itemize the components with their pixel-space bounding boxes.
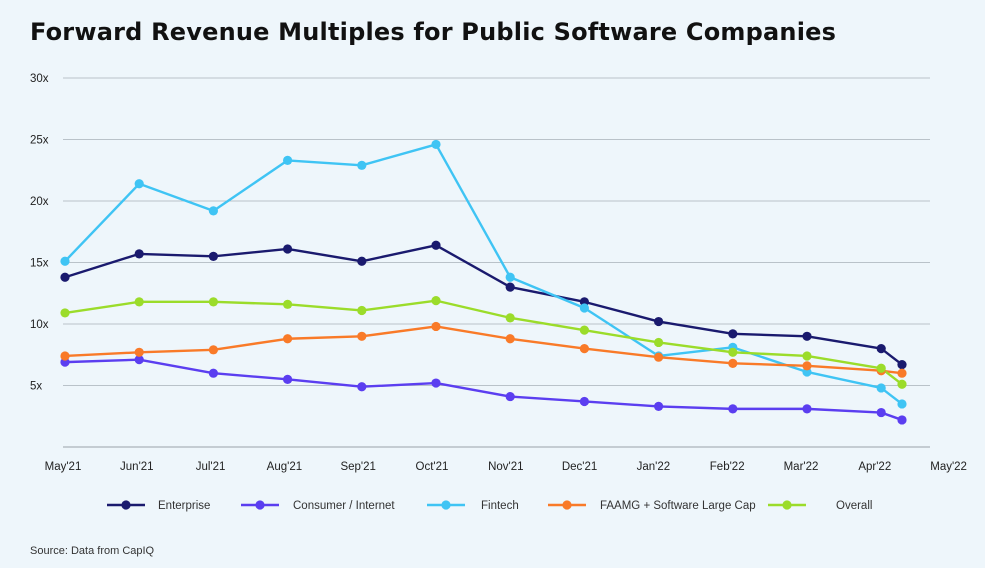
data-point — [802, 332, 811, 341]
data-point — [209, 369, 218, 378]
data-point — [209, 206, 218, 215]
data-point — [431, 296, 440, 305]
legend-swatch-marker — [441, 500, 450, 509]
data-point — [431, 140, 440, 149]
data-point — [431, 322, 440, 331]
data-point — [357, 161, 366, 170]
data-point — [580, 397, 589, 406]
data-point — [877, 344, 886, 353]
data-point — [357, 306, 366, 315]
data-point — [877, 383, 886, 392]
x-tick-label: Apr'22 — [858, 461, 891, 473]
y-tick-label: 30x — [30, 73, 49, 85]
x-tick-label: Feb'22 — [710, 461, 745, 473]
y-tick-label: 20x — [30, 196, 49, 208]
data-point — [580, 344, 589, 353]
x-tick-label: Oct'21 — [416, 461, 449, 473]
legend-label: Consumer / Internet — [293, 500, 395, 512]
legend-label: FAAMG + Software Large Cap — [600, 500, 756, 512]
data-point — [283, 334, 292, 343]
x-tick-label: Aug'21 — [267, 461, 302, 473]
source-note: Source: Data from CapIQ — [30, 545, 154, 557]
x-tick-label: Mar'22 — [784, 461, 819, 473]
data-point — [506, 392, 515, 401]
data-point — [897, 369, 906, 378]
series-line — [65, 326, 902, 373]
legend-label: Overall — [836, 500, 872, 512]
data-point — [357, 332, 366, 341]
x-tick-label: Jan'22 — [637, 461, 671, 473]
data-point — [728, 329, 737, 338]
legend-swatch-marker — [255, 500, 264, 509]
data-point — [431, 241, 440, 250]
data-point — [654, 317, 663, 326]
data-point — [728, 348, 737, 357]
data-point — [506, 273, 515, 282]
legend-label: Enterprise — [158, 500, 210, 512]
data-point — [135, 179, 144, 188]
x-tick-label: Jul'21 — [196, 461, 226, 473]
data-point — [802, 404, 811, 413]
data-point — [506, 334, 515, 343]
data-point — [802, 361, 811, 370]
data-point — [357, 257, 366, 266]
data-point — [654, 353, 663, 362]
data-point — [209, 297, 218, 306]
data-point — [580, 303, 589, 312]
x-tick-label: May'22 — [930, 461, 967, 473]
y-tick-label: 5x — [30, 381, 42, 393]
data-point — [897, 399, 906, 408]
data-point — [506, 283, 515, 292]
data-point — [135, 348, 144, 357]
series-line — [65, 301, 902, 385]
data-point — [135, 297, 144, 306]
data-point — [728, 359, 737, 368]
data-point — [431, 378, 440, 387]
data-point — [897, 380, 906, 389]
data-point — [654, 338, 663, 347]
x-tick-label: Dec'21 — [562, 461, 597, 473]
data-point — [209, 252, 218, 261]
data-point — [209, 345, 218, 354]
data-point — [802, 351, 811, 360]
data-point — [654, 402, 663, 411]
data-point — [60, 273, 69, 282]
series-line — [65, 360, 902, 420]
data-point — [877, 364, 886, 373]
data-point — [283, 300, 292, 309]
legend-swatch-marker — [562, 500, 571, 509]
legend-swatch-marker — [121, 500, 130, 509]
y-tick-label: 25x — [30, 135, 49, 147]
data-point — [506, 313, 515, 322]
data-point — [897, 360, 906, 369]
data-point — [580, 326, 589, 335]
data-point — [60, 351, 69, 360]
x-tick-label: Jun'21 — [120, 461, 154, 473]
x-tick-label: Sep'21 — [340, 461, 375, 473]
data-point — [897, 415, 906, 424]
series-line — [65, 245, 902, 364]
legend-swatch-marker — [782, 500, 791, 509]
y-tick-label: 15x — [30, 258, 49, 270]
data-point — [283, 375, 292, 384]
data-point — [60, 308, 69, 317]
data-point — [728, 404, 737, 413]
data-point — [283, 244, 292, 253]
legend-label: Fintech — [481, 500, 519, 512]
data-point — [135, 249, 144, 258]
x-tick-label: Nov'21 — [488, 461, 523, 473]
data-point — [357, 382, 366, 391]
x-tick-label: May'21 — [45, 461, 82, 473]
data-point — [60, 257, 69, 266]
data-point — [283, 156, 292, 165]
y-tick-label: 10x — [30, 319, 49, 331]
data-point — [877, 408, 886, 417]
